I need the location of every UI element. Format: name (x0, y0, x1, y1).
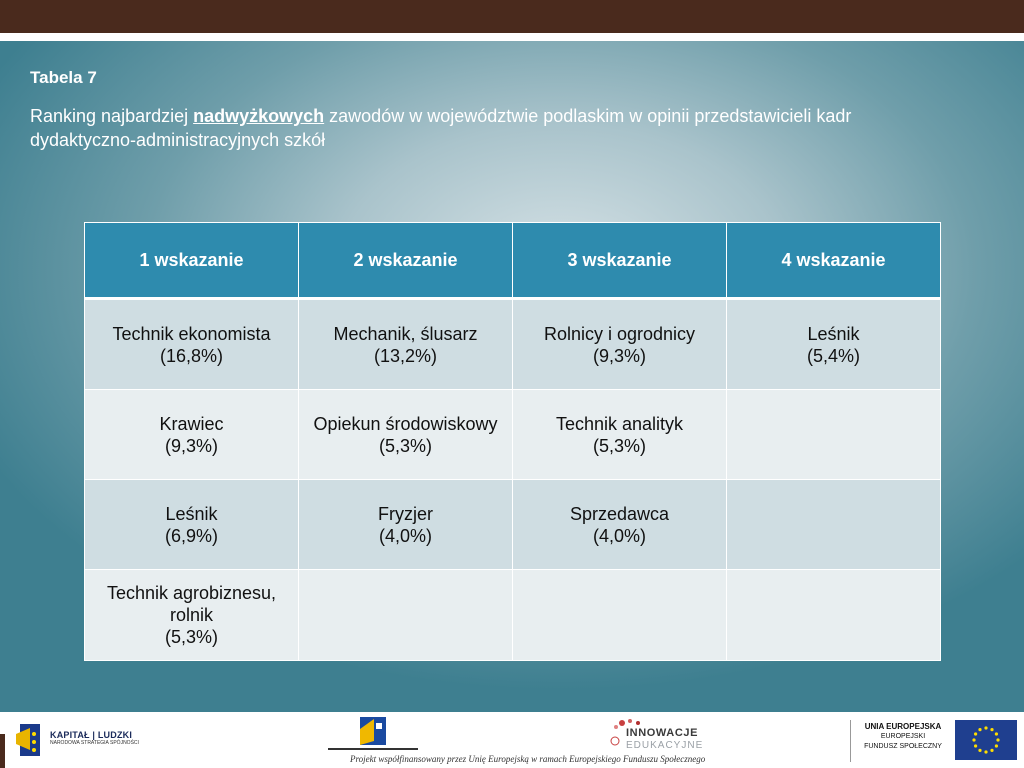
top-bar (0, 0, 1024, 33)
occupation-share: (9,3%) (164, 435, 218, 456)
table-cell: Leśnik (6,9%) (84, 479, 299, 570)
table-cell: Technik ekonomista (16,8%) (84, 298, 299, 390)
occupation-name: Technik analityk (555, 413, 684, 434)
table-row: Technik agrobiznesu, rolnik (5,3%) (84, 569, 941, 661)
table-label: Tabela 7 (30, 68, 97, 87)
project-funding-note: Projekt współfinansowany przez Unię Euro… (350, 754, 706, 764)
table-row: Technik ekonomista (16,8%) Mechanik, ślus… (84, 298, 941, 390)
occupation-name: Fryzjer (378, 503, 433, 524)
kapital-ludzki-emblem-icon (14, 720, 44, 760)
eu-line-2: EUROPEJSKI (880, 733, 926, 740)
occupation-name: Krawiec (159, 413, 224, 434)
occupation-name: Mechanik, ślusarz (333, 323, 478, 344)
table-row: Leśnik (6,9%) Fryzjer (4,0%) Sprzedawca (4,… (84, 479, 941, 570)
table-cell (298, 569, 513, 661)
occupation-share: (9,3%) (592, 345, 646, 366)
table-cell: Krawiec (9,3%) (84, 389, 299, 480)
innowacje-title: INNOWACJE (626, 727, 699, 739)
subtitle-text-end: zawodów w województwie podlaskim w opini… (30, 106, 852, 150)
subtitle-emphasis: nadwyżkowych (193, 106, 325, 126)
table-subtitle: Ranking najbardziej nadwyżkowych zawodów… (30, 104, 930, 152)
occupation-share: (13,2%) (373, 345, 438, 366)
eu-divider (850, 720, 851, 762)
table-cell: Mechanik, ślusarz (13,2%) (298, 298, 513, 390)
eu-title: UNIA EUROPEJSKA (864, 722, 942, 731)
eu-flag-icon (955, 720, 1017, 760)
column-header: 3 wskazanie (512, 222, 727, 300)
occupation-name: Opiekun środowiskowy (313, 413, 498, 434)
occupation-name: Technik agrobiznesu, rolnik (106, 583, 277, 625)
polish-emblem-underline (328, 748, 418, 750)
table-cell: Leśnik (5,4%) (726, 298, 941, 390)
polish-emblem-logo-icon (360, 717, 386, 745)
table-cell (726, 569, 941, 661)
column-header: 2 wskazanie (298, 222, 513, 300)
footer-accent-strip (0, 734, 5, 768)
kapital-ludzki-logo: KAPITAŁ | LUDZKI NARODOWA STRATEGIA SPÓJ… (50, 730, 160, 746)
occupation-share: (6,9%) (164, 525, 218, 546)
occupation-share: (5,3%) (378, 435, 432, 456)
column-header: 4 wskazanie (726, 222, 941, 300)
table-cell: Rolnicy i ogrodnicy (9,3%) (512, 298, 727, 390)
table-cell: Technik analityk (5,3%) (512, 389, 727, 480)
ranking-table: 1 wskazanie 2 wskazanie 3 wskazanie 4 ws… (84, 222, 941, 661)
kapital-ludzki-title: KAPITAŁ | LUDZKI (50, 730, 133, 740)
occupation-share: (5,3%) (592, 435, 646, 456)
column-header: 1 wskazanie (84, 222, 299, 300)
eu-line-3: FUNDUSZ SPOŁECZNY (864, 743, 942, 750)
table-header-row: 1 wskazanie 2 wskazanie 3 wskazanie 4 ws… (84, 222, 941, 300)
top-divider (0, 33, 1024, 41)
innowacje-edukacyjne-mark-icon (610, 719, 640, 746)
occupation-share: (4,0%) (592, 525, 646, 546)
occupation-share: (4,0%) (378, 525, 432, 546)
occupation-name: Leśnik (807, 323, 860, 344)
innowacje-edukacyjne-logo: INNOWACJE EDUKACYJNE (610, 717, 720, 751)
kapital-ludzki-subtitle: NARODOWA STRATEGIA SPÓJNOŚCI (50, 740, 139, 746)
table-cell (726, 479, 941, 570)
table-cell: Technik agrobiznesu, rolnik (5,3%) (84, 569, 299, 661)
eu-fund-label: UNIA EUROPEJSKA EUROPEJSKI FUNDUSZ SPOŁE… (853, 722, 953, 752)
table-row: Krawiec (9,3%) Opiekun środowiskowy (5,3%)… (84, 389, 941, 480)
slide-heading: Tabela 7 Ranking najbardziej nadwyżkowyc… (30, 68, 930, 152)
innowacje-subtitle: EDUKACYJNE (626, 740, 704, 751)
occupation-name: Sprzedawca (569, 503, 670, 524)
occupation-share: (5,3%) (164, 627, 218, 647)
occupation-name: Rolnicy i ogrodnicy (543, 323, 696, 344)
occupation-share: (16,8%) (159, 345, 224, 366)
table-cell: Fryzjer (4,0%) (298, 479, 513, 570)
table-cell (726, 389, 941, 480)
subtitle-text-start: Ranking najbardziej (30, 106, 194, 126)
table-cell: Opiekun środowiskowy (5,3%) (298, 389, 513, 480)
occupation-share: (5,4%) (806, 345, 860, 366)
occupation-name: Leśnik (165, 503, 218, 524)
table-cell (512, 569, 727, 661)
occupation-name: Technik ekonomista (112, 323, 271, 344)
footer-logo-bar: KAPITAŁ | LUDZKI NARODOWA STRATEGIA SPÓJ… (0, 712, 1024, 768)
table-cell: Sprzedawca (4,0%) (512, 479, 727, 570)
